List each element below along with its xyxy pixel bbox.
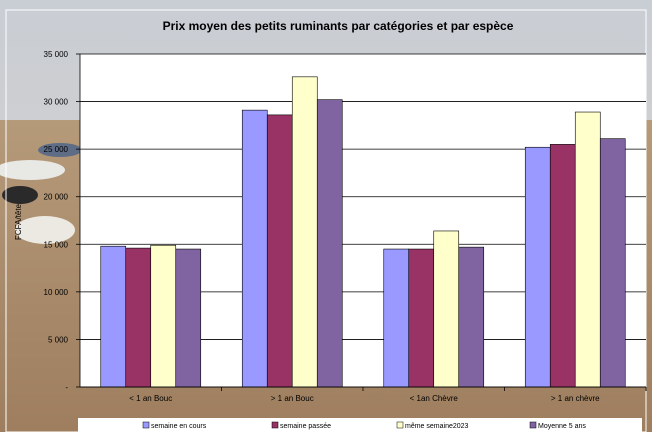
bar	[175, 248, 202, 388]
bar	[549, 144, 576, 388]
y-tick-label: 25 000	[44, 145, 69, 154]
bar	[383, 248, 410, 388]
bar	[266, 114, 293, 388]
y-tick-label: 35 000	[44, 50, 69, 59]
bar	[100, 245, 127, 388]
legend: semaine en cours semaine passée même semai…	[142, 421, 586, 430]
legend-swatch	[271, 421, 279, 429]
x-category-label: < 1an Chèvre	[410, 394, 459, 403]
legend-label: Moyenne 5 ans	[538, 423, 586, 430]
legend-box	[78, 418, 642, 432]
y-tick-label: 5 000	[48, 335, 69, 344]
legend-swatch	[142, 421, 150, 429]
y-tick-label: 20 000	[44, 193, 69, 202]
x-category-label: < 1 an Bouc	[129, 394, 172, 403]
legend-label: semaine passée	[280, 423, 331, 430]
x-category-label: > 1 an Bouc	[271, 394, 314, 403]
chart-title: Prix moyen des petits ruminants par caté…	[163, 19, 514, 33]
bar	[599, 138, 626, 388]
legend-swatch	[529, 421, 537, 429]
y-axis-label: FCFA/tête	[14, 203, 23, 240]
legend-swatch	[396, 421, 404, 429]
y-tick-label: -	[65, 383, 68, 392]
bar	[408, 248, 435, 388]
x-category-label: > 1 an chèvre	[551, 394, 600, 403]
bar	[291, 76, 318, 388]
x-category-labels: < 1 an Bouc > 1 an Bouc < 1an Chèvre > 1 an…	[80, 386, 647, 403]
y-tick-labels: - 5 000 10 000 15 000 20 000 25 000 30 000 35 0…	[44, 50, 69, 392]
bar	[241, 109, 268, 388]
bar	[524, 146, 551, 388]
y-tick-label: 10 000	[44, 288, 69, 297]
bar	[574, 111, 601, 388]
legend-label: semaine en cours	[151, 423, 207, 430]
bar	[458, 246, 485, 388]
bar	[125, 247, 152, 388]
y-tick-label: 15 000	[44, 240, 69, 249]
bar	[316, 99, 343, 388]
bars	[100, 76, 626, 388]
bar	[433, 230, 460, 388]
legend-label: même semaine2023	[405, 423, 469, 430]
y-tick-label: 30 000	[44, 98, 69, 107]
bar	[150, 244, 177, 388]
